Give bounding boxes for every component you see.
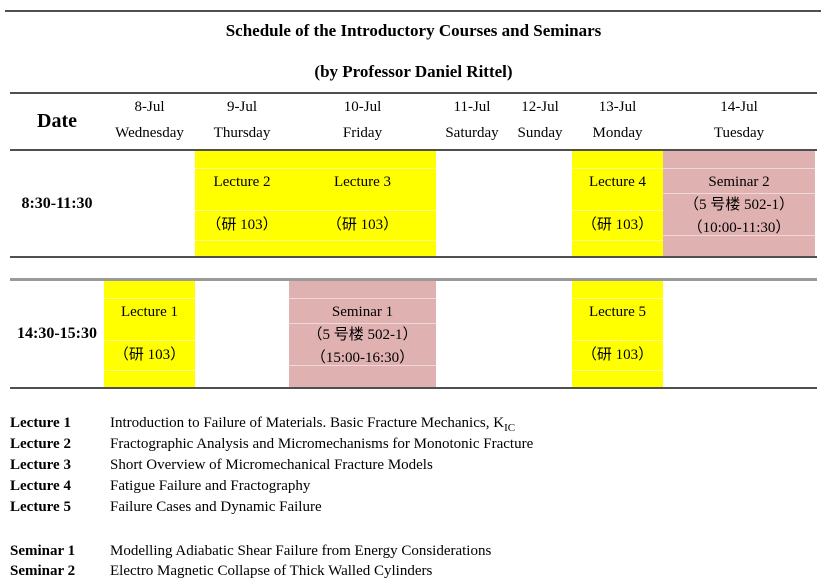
cell-course-name: Lecture 5 xyxy=(588,304,647,320)
cell-mon-morning-lecture4: Lecture 4 （研 103） xyxy=(572,151,663,256)
header-cell-fri: 10-Jul Friday xyxy=(289,94,436,148)
legend-description: Introduction to Failure of Materials. Ba… xyxy=(110,415,516,434)
header-day: Saturday xyxy=(445,125,499,141)
cell-room: （5 号楼 502-1） xyxy=(307,327,418,343)
header-cell-tue: 14-Jul Tuesday xyxy=(663,94,815,148)
header-bottom-rule xyxy=(10,149,817,151)
lecture-legend: Lecture 1 Introduction to Failure of Mate… xyxy=(10,412,533,517)
header-day: Tuesday xyxy=(713,125,765,141)
legend-item-lecture4: Lecture 4 Fatigue Failure and Fractograph… xyxy=(10,475,533,496)
header-cell-sun: 12-Jul Sunday xyxy=(508,94,572,148)
header-date: 11-Jul xyxy=(453,99,491,115)
cell-room: （研 103） xyxy=(326,217,399,233)
header-cell-mon: 13-Jul Monday xyxy=(572,94,663,148)
cell-course-name: Lecture 1 xyxy=(120,304,179,320)
legend-description: Failure Cases and Dynamic Failure xyxy=(110,499,322,515)
afternoon-row-bottom-rule xyxy=(10,387,817,389)
header-date: 10-Jul xyxy=(343,99,382,115)
afternoon-row-top-rule xyxy=(10,278,817,281)
cell-sat-afternoon xyxy=(436,281,508,387)
cell-mon-afternoon-lecture5: Lecture 5 （研 103） xyxy=(572,281,663,387)
table-header-row: Date 8-Jul Wednesday 9-Jul Thursday 10-J… xyxy=(10,94,815,148)
cell-sun-morning xyxy=(508,151,572,256)
legend-label: Seminar 1 xyxy=(10,543,76,559)
header-day: Wednesday xyxy=(115,125,184,141)
legend-item-lecture5: Lecture 5 Failure Cases and Dynamic Failu… xyxy=(10,496,533,517)
seminar-legend: Seminar 1 Modelling Adiabatic Shear Failu… xyxy=(10,541,491,581)
legend-item-seminar2: Seminar 2 Electro Magnetic Collapse of Th… xyxy=(10,561,491,581)
legend-label: Lecture 5 xyxy=(10,499,71,515)
legend-label: Seminar 2 xyxy=(10,563,76,579)
header-top-rule xyxy=(10,92,817,94)
cell-fri-afternoon-seminar1: Seminar 1 （5 号楼 502-1） （15:00-16:30） xyxy=(289,281,436,387)
cell-tue-morning-seminar2: Seminar 2 （5 号楼 502-1） （10:00-11:30） xyxy=(663,151,815,256)
top-rule xyxy=(5,10,821,12)
cell-thu-morning-lecture2: Lecture 2 （研 103） xyxy=(195,151,289,256)
cell-room: （研 103） xyxy=(113,347,186,363)
cell-course-name: Lecture 2 xyxy=(213,174,271,190)
cell-sat-morning xyxy=(436,151,508,256)
legend-label: Lecture 3 xyxy=(10,457,71,473)
cell-room: （研 103） xyxy=(581,217,654,233)
morning-row: 8:30-11:30 Lecture 2 （研 103） Lecture 3 （… xyxy=(10,151,815,256)
date-header-cell: Date xyxy=(37,109,77,132)
header-date: 13-Jul xyxy=(598,99,637,115)
legend-item-seminar1: Seminar 1 Modelling Adiabatic Shear Failu… xyxy=(10,541,491,561)
legend-description: Fractographic Analysis and Micromechanis… xyxy=(110,436,534,452)
legend-description: Electro Magnetic Collapse of Thick Walle… xyxy=(110,563,433,579)
cell-thu-afternoon xyxy=(195,281,289,387)
header-cell-sat: 11-Jul Saturday xyxy=(436,94,508,148)
cell-wed-morning xyxy=(104,151,195,256)
legend-label: Lecture 4 xyxy=(10,478,71,494)
cell-time-range: （10:00-11:30） xyxy=(687,220,791,236)
time-label-afternoon: 14:30-15:30 xyxy=(17,325,97,342)
time-label-morning: 8:30-11:30 xyxy=(21,194,93,212)
page-subtitle: (by Professor Daniel Rittel) xyxy=(314,62,513,81)
page-title: Schedule of the Introductory Courses and… xyxy=(225,21,602,40)
legend-label: Lecture 2 xyxy=(10,436,71,452)
afternoon-row: 14:30-15:30 Lecture 1 （研 103） Seminar 1 … xyxy=(10,281,815,387)
cell-fri-morning-lecture3: Lecture 3 （研 103） xyxy=(289,151,436,256)
legend-label: Lecture 1 xyxy=(10,415,71,431)
legend-description: Modelling Adiabatic Shear Failure from E… xyxy=(110,543,492,559)
header-date: 8-Jul xyxy=(134,99,165,115)
cell-room: （研 103） xyxy=(581,347,654,363)
legend-description: Fatigue Failure and Fractography xyxy=(110,478,311,494)
header-day: Sunday xyxy=(517,125,563,141)
cell-course-name: Seminar 2 xyxy=(708,174,770,190)
subscript: IC xyxy=(504,422,516,434)
cell-wed-afternoon-lecture1: Lecture 1 （研 103） xyxy=(104,281,195,387)
legend-item-lecture3: Lecture 3 Short Overview of Micromechanic… xyxy=(10,454,533,475)
legend-item-lecture1: Lecture 1 Introduction to Failure of Mate… xyxy=(10,412,533,434)
header-date: 14-Jul xyxy=(720,99,758,115)
cell-tue-afternoon xyxy=(663,281,815,387)
cell-room: （研 103） xyxy=(206,217,278,233)
legend-item-lecture2: Lecture 2 Fractographic Analysis and Micr… xyxy=(10,433,533,454)
cell-course-name: Seminar 1 xyxy=(331,304,394,320)
cell-room: （5 号楼 502-1） xyxy=(684,197,794,213)
header-cell-thu: 9-Jul Thursday xyxy=(195,94,289,148)
header-day: Monday xyxy=(592,125,643,141)
header-cell-wed: 8-Jul Wednesday xyxy=(104,94,195,148)
cell-course-name: Lecture 4 xyxy=(588,174,647,190)
header-day: Thursday xyxy=(213,125,271,141)
legend-description: Short Overview of Micromechanical Fractu… xyxy=(110,457,433,473)
cell-time-range: （15:00-16:30） xyxy=(310,350,415,366)
cell-sun-afternoon xyxy=(508,281,572,387)
header-date: 9-Jul xyxy=(227,99,257,115)
header-date: 12-Jul xyxy=(521,99,559,115)
header-day: Friday xyxy=(342,125,383,141)
morning-row-bottom-rule xyxy=(10,256,817,258)
cell-course-name: Lecture 3 xyxy=(333,174,392,190)
